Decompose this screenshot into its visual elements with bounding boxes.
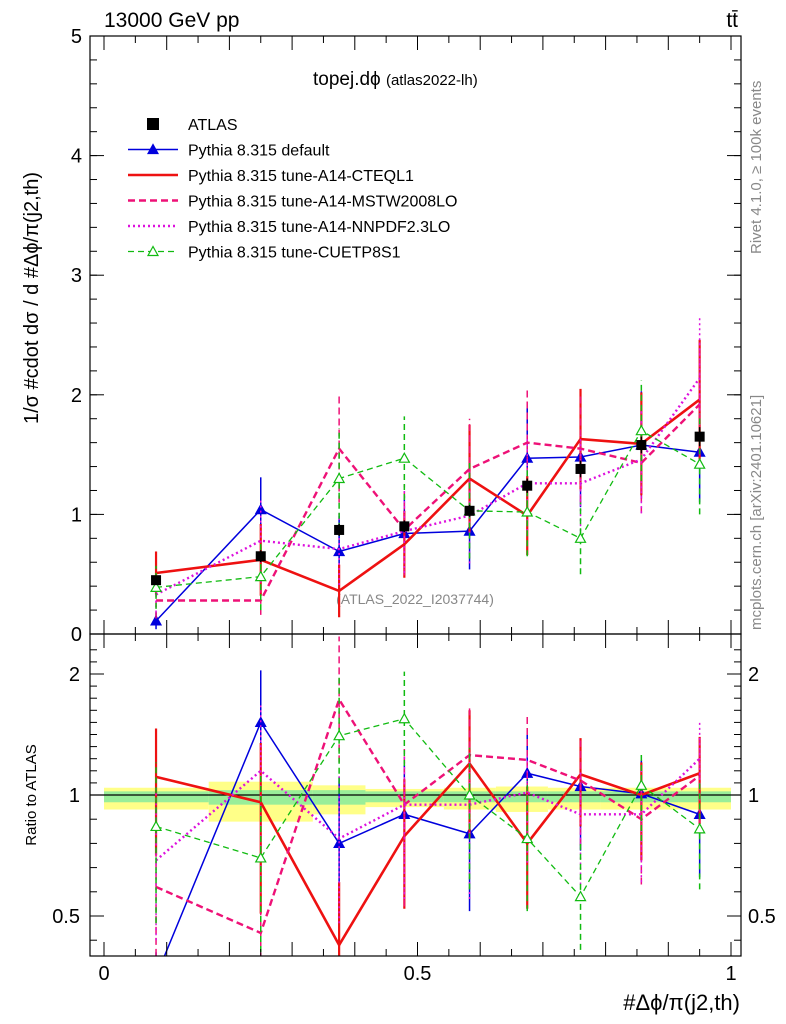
main-point-5-6 xyxy=(574,532,587,543)
legend-label-0: ATLAS xyxy=(188,117,238,134)
main-y-tick-label-0: 0 xyxy=(71,624,82,646)
main-y-tick-label-2: 2 xyxy=(71,385,82,407)
legend-marker-5 xyxy=(146,245,160,257)
ratio-point-4-6 xyxy=(574,890,587,902)
main-series-line-3 xyxy=(156,403,701,602)
main-point-5-5 xyxy=(521,505,534,517)
main-y-tick-label-5: 5 xyxy=(71,26,82,48)
ratio-y-tick-label-right-2: 2 xyxy=(748,664,759,686)
main-point-5-2 xyxy=(333,472,346,484)
atlas-point-7 xyxy=(636,440,647,451)
plot-title-sub: (atlas2022-lh) xyxy=(386,72,478,89)
main-point-1-1 xyxy=(254,503,267,515)
legend-marker-1 xyxy=(146,143,160,155)
legend-label-1: Pythia 8.315 default xyxy=(188,143,330,160)
ratio-band-inner-8 xyxy=(678,791,731,803)
ratio-point-4-0 xyxy=(150,820,163,832)
ratio-point-4-2 xyxy=(333,729,346,741)
plot-title-main: topej.dϕ xyxy=(313,69,381,90)
main-series-line-2 xyxy=(155,398,701,593)
main-point-5-8 xyxy=(693,457,706,469)
ratio-y-tick-label-1: 1 xyxy=(69,785,80,807)
main-y-tick-label-1: 1 xyxy=(71,504,82,526)
ratio-y-axis-label: Ratio to ATLAS xyxy=(23,744,40,845)
ratio-y-tick-label-2: 2 xyxy=(69,664,80,686)
ratio-point-0-0 xyxy=(151,972,161,981)
energy-label: 13000 GeV pp xyxy=(104,9,239,32)
main-point-1-0 xyxy=(150,614,163,626)
legend-label-3: Pythia 8.315 tune-A14-MSTW2008LO xyxy=(188,194,457,211)
legend-marker-atlas xyxy=(147,118,159,130)
main-point-1-2 xyxy=(333,545,346,557)
ratio-series-line-0 xyxy=(163,720,700,956)
main-y-axis-label: 1/σ #cdot dσ / d #Δϕ/π(j2,th) xyxy=(21,172,43,424)
ratio-band-inner-6 xyxy=(547,791,601,803)
legend-label-5: Pythia 8.315 tune-CUETP8S1 xyxy=(188,245,401,262)
ratio-point-4-1 xyxy=(254,851,267,863)
atlas-point-6 xyxy=(575,463,586,474)
legend-label-2: Pythia 8.315 tune-A14-CTEQL1 xyxy=(188,168,414,185)
atlas-point-2 xyxy=(334,524,345,535)
x-tick-label-2: 1 xyxy=(725,963,736,985)
process-label: tt̄ xyxy=(726,9,738,32)
x-tick-label-0: 0 xyxy=(98,963,109,985)
main-point-5-0 xyxy=(150,581,163,592)
plot-title: topej.dϕ (atlas2022-lh) xyxy=(313,69,478,90)
atlas-point-1 xyxy=(255,551,266,562)
main-point-5-7 xyxy=(635,424,648,436)
ratio-point-4-5 xyxy=(521,832,534,844)
rivet-label: Rivet 4.1.0, ≥ 100k events xyxy=(748,81,765,254)
ratio-point-4-4 xyxy=(463,788,476,800)
legend-label-4: Pythia 8.315 tune-A14-NNPDF2.3LO xyxy=(188,219,450,236)
ratio-point-4-8 xyxy=(693,822,706,834)
main-y-tick-label-3: 3 xyxy=(71,265,82,287)
ratio-y-tick-label-right-1: 1 xyxy=(748,785,759,807)
ratio-y-tick-label-0: 0.5 xyxy=(52,906,80,928)
ratio-point-4-3 xyxy=(398,712,411,724)
ratio-y-tick-label-right-0: 0.5 xyxy=(748,906,776,928)
atlas-point-8 xyxy=(694,431,705,442)
atlas-point-0 xyxy=(151,575,162,586)
analysis-watermark: (ATLAS_2022_I2037744) xyxy=(336,591,494,607)
ratio-point-4-7 xyxy=(635,779,648,790)
atlas-point-3 xyxy=(399,521,410,532)
atlas-point-5 xyxy=(522,480,533,491)
atlas-point-4 xyxy=(464,505,475,516)
main-y-tick-label-4: 4 xyxy=(71,146,82,168)
x-tick-label-1: 0.5 xyxy=(404,963,432,985)
mcplots-label: mcplots.cern.ch [arXiv:2401.10621] xyxy=(748,395,765,630)
main-point-5-1 xyxy=(254,570,267,582)
main-point-5-3 xyxy=(398,451,411,463)
x-axis-label: #Δϕ/π(j2,th) xyxy=(623,990,740,1015)
ratio-band-inner-5 xyxy=(495,791,548,803)
